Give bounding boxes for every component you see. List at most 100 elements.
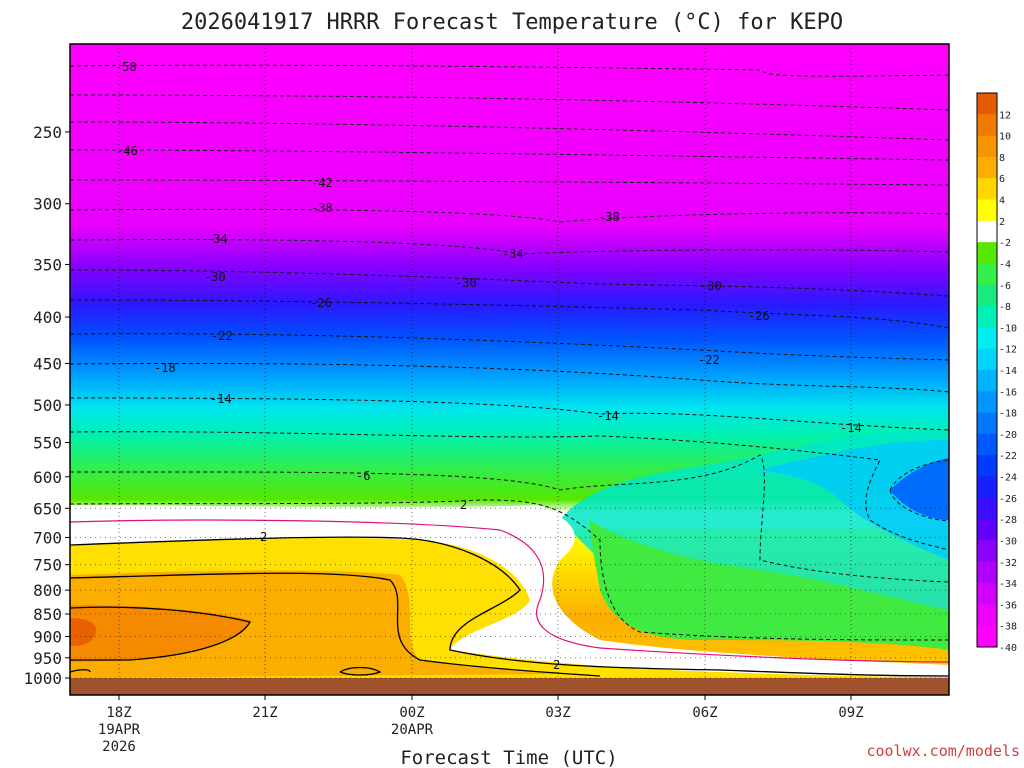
- contour-label: -14: [210, 392, 232, 406]
- colorbar-tick-label: -20: [999, 430, 1017, 441]
- colorbar-swatch: [977, 455, 997, 478]
- colorbar-swatch: [977, 284, 997, 307]
- contour-label: -34: [206, 232, 228, 246]
- isotherm-line: [70, 179, 949, 186]
- x-tick-label: 20APR: [391, 722, 434, 738]
- colorbar-swatch: [977, 561, 997, 584]
- isotherm-line: [70, 149, 949, 161]
- isotherm-line: [70, 299, 949, 329]
- contour-label: -34: [502, 247, 524, 261]
- colorbar-tick-label: -24: [999, 473, 1017, 484]
- colorbar-tick-label: 8: [999, 153, 1005, 164]
- y-tick-label: 650: [33, 499, 62, 518]
- chart-title: 2026041917 HRRR Forecast Temperature (°C…: [181, 10, 843, 35]
- y-tick-label: 300: [33, 195, 62, 214]
- x-axis-label: Forecast Time (UTC): [400, 747, 617, 768]
- y-tick-label: 500: [33, 396, 62, 415]
- colorbar-swatch: [977, 604, 997, 627]
- colorbar-swatch: [977, 327, 997, 350]
- colorbar-tick-label: -22: [999, 451, 1017, 462]
- colorbar-swatch: [977, 93, 997, 115]
- y-tick-label: 250: [33, 123, 62, 142]
- colorbar-swatch: [977, 348, 997, 371]
- y-tick-label: 850: [33, 605, 62, 624]
- colorbar-swatch: [977, 135, 997, 158]
- colorbar-tick-label: -28: [999, 515, 1017, 526]
- colorbar-frame: [976, 92, 998, 648]
- contour-label: -30: [700, 279, 722, 293]
- x-tick-label: 00Z: [399, 705, 424, 721]
- isotherm-line: [70, 208, 949, 223]
- colorbar-tick-label: -10: [999, 323, 1017, 334]
- colorbar-swatch: [977, 220, 997, 243]
- colorbar-tick-label: -12: [999, 345, 1017, 356]
- freezing-line: [70, 519, 949, 663]
- isotherm-line: [70, 669, 91, 673]
- colorbar-tick-label: -26: [999, 494, 1017, 505]
- colorbar-tick-label: -36: [999, 600, 1017, 611]
- x-tick-label: 18Z: [106, 705, 131, 721]
- contour-label: -26: [748, 309, 770, 323]
- plot-frame: [69, 43, 950, 696]
- x-tick-label: 2026: [102, 739, 136, 755]
- colorbar-tick-label: 10: [999, 132, 1011, 143]
- colorbar-swatch: [977, 433, 997, 456]
- green-region: [590, 520, 949, 650]
- colorbar-tick-label: 2: [999, 217, 1005, 228]
- x-tick-label: 21Z: [252, 705, 277, 721]
- contour-label: -38: [598, 210, 620, 224]
- y-tick-label: 900: [33, 627, 62, 646]
- colorbar-swatch: [977, 370, 997, 392]
- contour-label: -42: [311, 176, 333, 190]
- isotherm-line: [70, 499, 949, 641]
- isotherm-line: [70, 362, 949, 393]
- contour-label: -18: [154, 361, 176, 375]
- isotherm-line: [70, 333, 949, 361]
- isotherm-line: [889, 459, 949, 522]
- colorbar-swatch: [977, 263, 997, 286]
- colorbar-swatch: [977, 199, 997, 222]
- plot-field: -58 -46 -42 -38 -38 -34 -34 -30 -30 -30 -26 -26 -22 -…: [70, 44, 949, 695]
- isotherm-line: [70, 94, 949, 111]
- colorbar-swatch: [977, 497, 997, 520]
- contour-label: 2: [553, 658, 560, 672]
- isotherm-line: [70, 269, 949, 297]
- isotherm-line: [70, 572, 601, 677]
- x-tick-label: 19APR: [98, 722, 141, 738]
- colorbar-tick-label: -6: [999, 281, 1011, 292]
- isotherm-line: [70, 121, 949, 141]
- colorbar-tick-label: -16: [999, 387, 1017, 398]
- colorbar-swatch: [977, 412, 997, 435]
- colorbar-tick-label: -2: [999, 238, 1011, 249]
- contour-label: -38: [311, 201, 333, 215]
- isotherm-line: [70, 454, 949, 583]
- colorbar-swatch: [977, 540, 997, 563]
- colorbar-swatch: [977, 583, 997, 605]
- coldest-air-region: [890, 458, 949, 520]
- colorbar-tick-label: 4: [999, 196, 1005, 207]
- isotherm-line: [70, 397, 949, 431]
- y-axis: 250 300 350 400 450 500 550 600 650 700 750 800 850 9…: [23, 123, 70, 688]
- colorbar-swatch: [977, 242, 997, 264]
- surface-ground: [70, 678, 949, 695]
- contour-label: -30: [455, 276, 477, 290]
- colorbar-tick-label: -30: [999, 536, 1017, 547]
- isotherm-line: [70, 239, 949, 255]
- colorbar-swatch: [977, 306, 997, 328]
- contour-label: -14: [597, 409, 619, 423]
- contour-label: 2: [260, 530, 267, 544]
- contour-label: -58: [115, 60, 137, 74]
- colorbar: 12 10 8 6 4 2 -2 -4 -6 -8 -10 -12 -14 -16 -18 -20 -22 -24…: [976, 92, 1017, 654]
- colorbar-tick-label: -34: [999, 579, 1017, 590]
- colorbar-tick-label: 6: [999, 174, 1005, 185]
- contour-label: -26: [310, 296, 332, 310]
- colorbar-swatch: [977, 156, 997, 179]
- contour-label: -22: [698, 353, 720, 367]
- colder-air-region: [760, 440, 949, 560]
- isotherm-line: [339, 666, 382, 676]
- y-tick-label: 800: [33, 581, 62, 600]
- colorbar-tick-label: -32: [999, 558, 1017, 569]
- colorbar-tick-label: -14: [999, 366, 1017, 377]
